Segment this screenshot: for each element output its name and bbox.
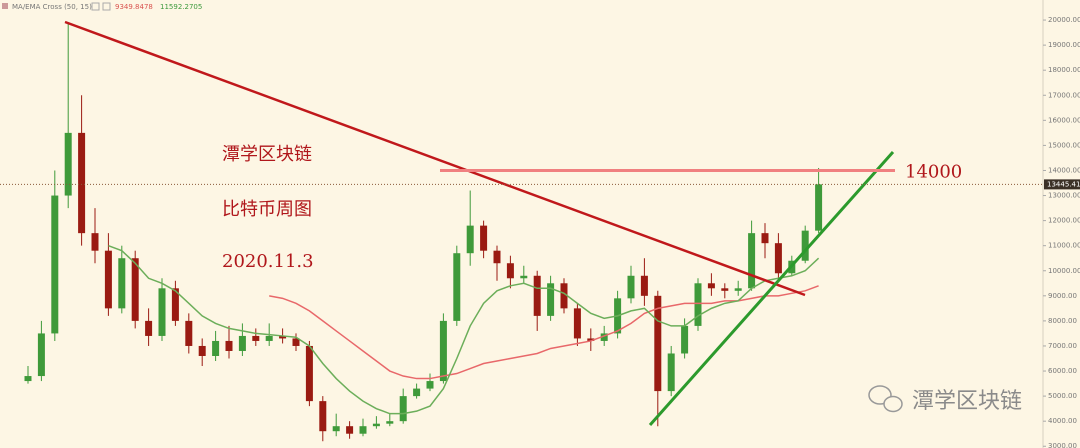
candle-body: [533, 275, 541, 316]
candle-body: [104, 250, 112, 309]
candle-body: [372, 423, 380, 427]
indicator-button[interactable]: [91, 2, 100, 11]
candle-body: [493, 250, 501, 264]
candle-body: [212, 340, 220, 356]
candle-body: [332, 426, 340, 432]
candle-body: [694, 283, 702, 326]
candle-body: [399, 396, 407, 422]
candle-body: [279, 335, 287, 339]
candle-body: [305, 345, 313, 402]
annotation: 潭学区块链: [222, 144, 312, 165]
candle-body: [721, 288, 729, 291]
candle-body: [413, 388, 421, 397]
watermark-icon: [868, 385, 903, 413]
candle-body: [37, 333, 45, 377]
candle-body: [185, 320, 193, 346]
candle-body: [426, 381, 434, 389]
candle-body: [158, 288, 166, 336]
candle-body: [198, 345, 206, 356]
candle-body: [265, 335, 273, 341]
annotation: 比特币周图: [222, 199, 312, 220]
candle-body: [707, 283, 715, 289]
y-tick-label: 9000.00: [1048, 292, 1077, 300]
candle-body: [480, 225, 488, 251]
candle-body: [681, 325, 689, 354]
candle-body: [439, 320, 447, 382]
candle-body: [51, 195, 59, 334]
candle-body: [573, 308, 581, 339]
candle-body: [466, 225, 474, 254]
candle-body: [520, 275, 528, 279]
price-tag: [1044, 179, 1080, 190]
y-tick-label: 5000.00: [1048, 392, 1077, 400]
candle-body: [386, 421, 394, 424]
y-tick-label: 16000.00: [1048, 116, 1080, 124]
indicator-button[interactable]: [102, 2, 111, 11]
candle-body: [640, 275, 648, 296]
candle-body: [627, 275, 635, 299]
candle-body: [238, 335, 246, 351]
candle-body: [292, 338, 300, 346]
candle-body: [734, 288, 742, 291]
plot: [24, 22, 823, 442]
watermark: 潭学区块链: [912, 389, 1022, 414]
candle-body: [506, 263, 514, 279]
y-tick-label: 15000.00: [1048, 141, 1080, 149]
y-tick-label: 10000.00: [1048, 267, 1080, 275]
y-tick-label: 12000.00: [1048, 217, 1080, 225]
y-tick-label: 20000.00: [1048, 16, 1080, 24]
candle-body: [64, 132, 72, 196]
candle-body: [359, 426, 367, 434]
y-tick-label: 18000.00: [1048, 66, 1080, 74]
indicator-icon: [2, 3, 8, 9]
candle-body: [252, 335, 260, 341]
indicator-title: MA/EMA Cross (50, 15): [12, 3, 92, 11]
candle-body: [654, 295, 662, 392]
candle-body: [171, 288, 179, 321]
indicator-readout: 9349.8478: [115, 3, 153, 11]
up-trendline: [648, 151, 895, 426]
candle-body: [131, 258, 139, 321]
candle-body: [748, 233, 756, 289]
candle-body: [91, 233, 99, 251]
y-tick-label: 7000.00: [1048, 342, 1077, 350]
candle-body: [145, 320, 153, 336]
y-tick-label: 13000.00: [1048, 192, 1080, 200]
annotation: 2020.11.3: [222, 251, 314, 272]
y-tick-label: 6000.00: [1048, 367, 1077, 375]
indicator-line: [108, 244, 820, 415]
candle-body: [118, 258, 126, 309]
y-tick-label: 17000.00: [1048, 91, 1080, 99]
y-tick-label: 8000.00: [1048, 317, 1077, 325]
candle-body: [587, 338, 595, 341]
price-label: 13445.41: [1047, 180, 1080, 188]
candle-body: [600, 333, 608, 341]
candle-body: [24, 376, 32, 382]
candle-body: [774, 243, 782, 274]
candle-body: [560, 283, 568, 309]
candle-body: [319, 401, 327, 432]
down-trendline: [64, 20, 806, 297]
y-tick-label: 19000.00: [1048, 41, 1080, 49]
candle-body: [801, 230, 809, 261]
candle-body: [78, 132, 86, 234]
y-tick-label: 4000.00: [1048, 417, 1077, 425]
candle-body: [761, 233, 769, 244]
candle-body: [815, 184, 823, 231]
y-tick-label: 3000.00: [1048, 442, 1077, 448]
candle-body: [225, 340, 233, 351]
indicator-readout: 11592.2705: [160, 3, 202, 11]
y-tick-label: 11000.00: [1048, 242, 1080, 250]
y-tick-label: 14000.00: [1048, 166, 1080, 174]
candle-body: [346, 426, 354, 434]
candle-body: [547, 283, 555, 316]
indicator-line: [269, 285, 819, 380]
resistance-label: 14000: [905, 161, 962, 182]
candle-body: [453, 253, 461, 321]
candle-body: [667, 353, 675, 392]
